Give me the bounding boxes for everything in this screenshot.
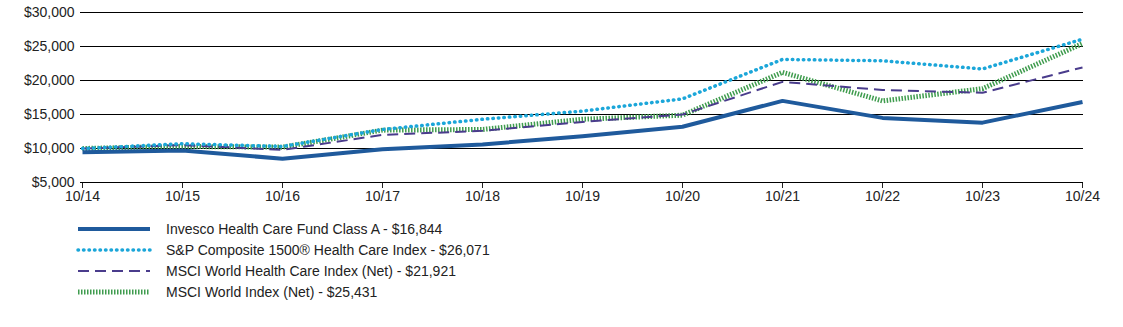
- html-text:MSCI World Health Care Index (: MSCI World Health Care Index (Net) - $21…: [166, 262, 456, 279]
- svg-text:$5,000: $5,000: [31, 174, 75, 190]
- svg-text:10/19: 10/19: [565, 188, 600, 204]
- html-text:S&P Composite 1500® Health Car: S&P Composite 1500® Health Care Index - …: [166, 241, 490, 258]
- svg-text:$10,000: $10,000: [24, 140, 75, 156]
- svg-text:$25,000: $25,000: [24, 38, 75, 54]
- svg-text:10/18: 10/18: [465, 188, 500, 204]
- svg-text:10/24: 10/24: [1065, 188, 1100, 204]
- svg-text:10/15: 10/15: [165, 188, 200, 204]
- svg-text:10/17: 10/17: [365, 188, 400, 204]
- svg-text:10/14: 10/14: [65, 188, 100, 204]
- html-text:MSCI World Index (Net) - $25,4: MSCI World Index (Net) - $25,431: [166, 283, 378, 300]
- svg-text:10/20: 10/20: [665, 188, 700, 204]
- svg-text:$15,000: $15,000: [24, 106, 75, 122]
- svg-text:10/23: 10/23: [965, 188, 1000, 204]
- html-text:Invesco Health Care Fund Class: Invesco Health Care Fund Class A - $16,8…: [166, 220, 443, 237]
- svg-text:10/22: 10/22: [865, 188, 900, 204]
- svg-text:10/16: 10/16: [265, 188, 300, 204]
- svg-text:$30,000: $30,000: [24, 4, 75, 20]
- svg-text:10/21: 10/21: [765, 188, 800, 204]
- svg-text:$20,000: $20,000: [24, 72, 75, 88]
